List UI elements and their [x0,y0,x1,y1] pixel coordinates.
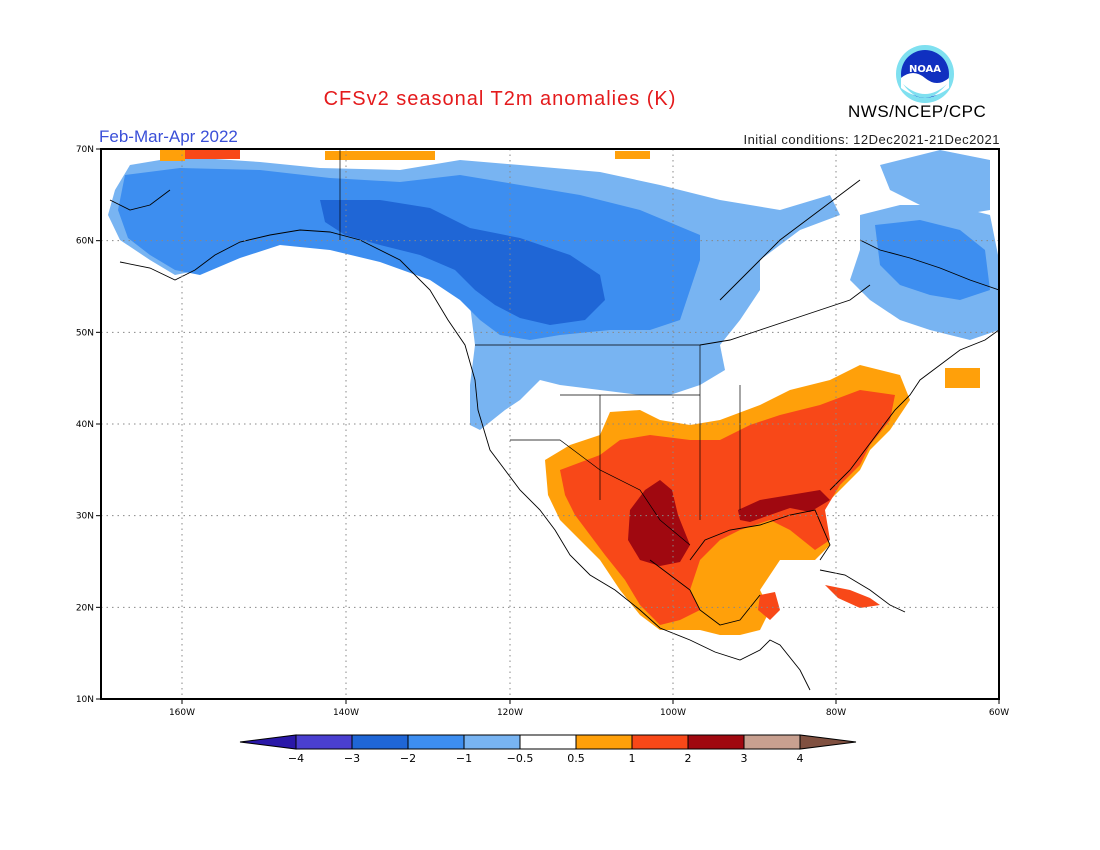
lat-label: 10N [76,695,94,705]
warm-anomaly-strong-southeast [738,490,830,522]
colorbar-segment [631,734,689,750]
colorbar-arrow-min [239,734,297,750]
cold-anomaly-strong [320,200,605,325]
colorbar-segment [463,734,521,750]
colorbar-label: 1 [629,752,636,765]
warm-anomaly-strong [628,480,690,566]
graticule [101,149,999,699]
colorbar-label: −0.5 [507,752,534,765]
colorbar-label: 3 [741,752,748,765]
colorbar: −4 −3 −2 −1 −0.5 0.5 1 2 3 4 [239,734,857,765]
warm-anomaly-central-america [758,592,780,620]
svg-text:NOAA: NOAA [909,64,941,75]
colorbar-segment [295,734,353,750]
initial-conditions: Initial conditions: 12Dec2021-21Dec2021 [743,132,1000,147]
cold-anomaly-light-greenland [880,150,990,215]
colorbar-segment [351,734,409,750]
colorbar-segment [687,734,745,750]
colorbar-segment [743,734,801,750]
political-borders [339,150,741,546]
colorbar-arrow-max [799,734,857,750]
colorbar-label: −1 [456,752,472,765]
longitude-labels: 160W 140W 120W 100W 80W 60W [169,699,1009,718]
colorbar-label: 0.5 [567,752,585,765]
colorbar-segment [519,734,577,750]
colorbar-label: −2 [400,752,416,765]
cold-anomaly-medium-east [875,220,990,300]
colorbar-label: −4 [288,752,304,765]
colorbar-label: −3 [344,752,360,765]
lat-label: 30N [76,512,94,522]
map-title: CFSv2 seasonal T2m anomalies (K) [323,88,677,110]
colorbar-label: 2 [685,752,692,765]
lat-label: 40N [76,420,94,430]
anomaly-fields [108,149,999,635]
noaa-logo-icon: NOAA [896,45,954,103]
lat-label: 70N [76,145,94,155]
forecast-period: Feb-Mar-Apr 2022 [99,127,238,146]
lon-label: 100W [660,708,686,718]
lon-label: 60W [989,708,1009,718]
coastlines [109,179,999,691]
lat-label: 20N [76,603,94,613]
latitude-labels: 70N 60N 50N 40N 30N 20N 10N [76,145,101,705]
lon-label: 160W [169,708,195,718]
warm-anomaly-medium [560,390,895,625]
warm-anomaly-caribbean [825,585,880,608]
colorbar-segment [575,734,633,750]
lat-label: 60N [76,237,94,247]
lat-label: 50N [76,328,94,338]
lon-label: 80W [826,708,846,718]
lon-label: 140W [333,708,359,718]
agency-label: NWS/NCEP/CPC [848,102,987,121]
lon-label: 120W [497,708,523,718]
colorbar-label: 4 [797,752,804,765]
colorbar-segment [407,734,465,750]
